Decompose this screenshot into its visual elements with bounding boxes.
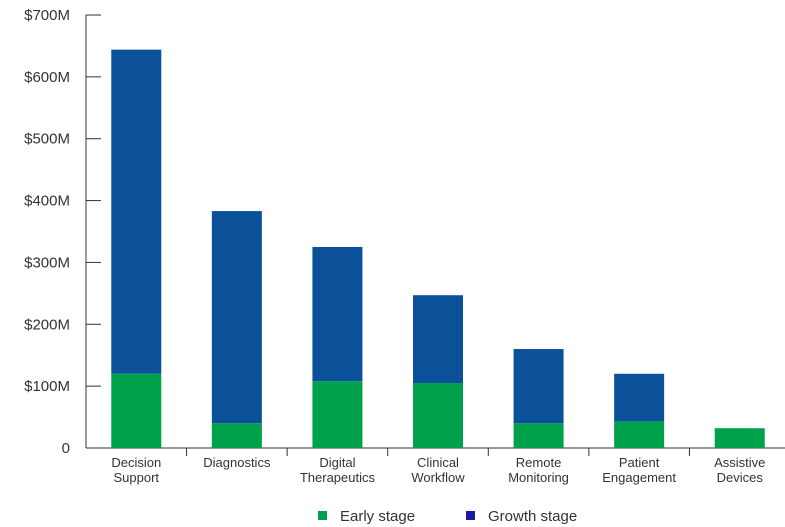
x-category-label: Workflow [411,470,465,485]
legend-label-growth-stage: Growth stage [488,508,577,525]
bar-early-stage [111,373,162,448]
x-category-label: Engagement [602,470,676,485]
bar-growth-stage [413,295,463,384]
y-tick-label: $100M [24,378,70,395]
x-category-label: Diagnostics [203,455,271,470]
bar-early-stage [312,381,363,448]
bar-early-stage [714,428,765,448]
x-category-label: Devices [717,470,764,485]
x-category-label: Monitoring [508,470,569,485]
bar-growth-stage [211,211,262,424]
bar-growth-stage [111,49,162,374]
bar-growth-stage [312,246,363,382]
x-category-label: Decision [111,455,161,470]
bar-early-stage [413,383,463,448]
bar-early-stage [513,423,564,448]
y-tick-label: $400M [24,193,70,210]
x-category-label: Remote [516,455,562,470]
y-tick-label: 0 [62,440,70,457]
x-category-label: Assistive [714,455,765,470]
y-tick-label: $300M [24,254,70,271]
y-tick-label: $200M [24,316,70,333]
x-category-label: Clinical [417,455,459,470]
bar-growth-stage [513,349,564,424]
x-category-label: Therapeutics [300,470,376,485]
bar-growth-stage [614,373,665,422]
x-category-label: Digital [319,455,355,470]
y-tick-label: $600M [24,69,70,86]
x-category-label: Patient [619,455,660,470]
x-category-label: Support [114,470,160,485]
bar-early-stage [614,421,665,448]
legend-swatch-early-stage [318,511,327,520]
legend-swatch-growth-stage [466,511,475,520]
bar-early-stage [211,423,262,448]
legend-label-early-stage: Early stage [340,508,415,525]
y-tick-label: $700M [24,7,70,24]
y-tick-label: $500M [24,131,70,148]
